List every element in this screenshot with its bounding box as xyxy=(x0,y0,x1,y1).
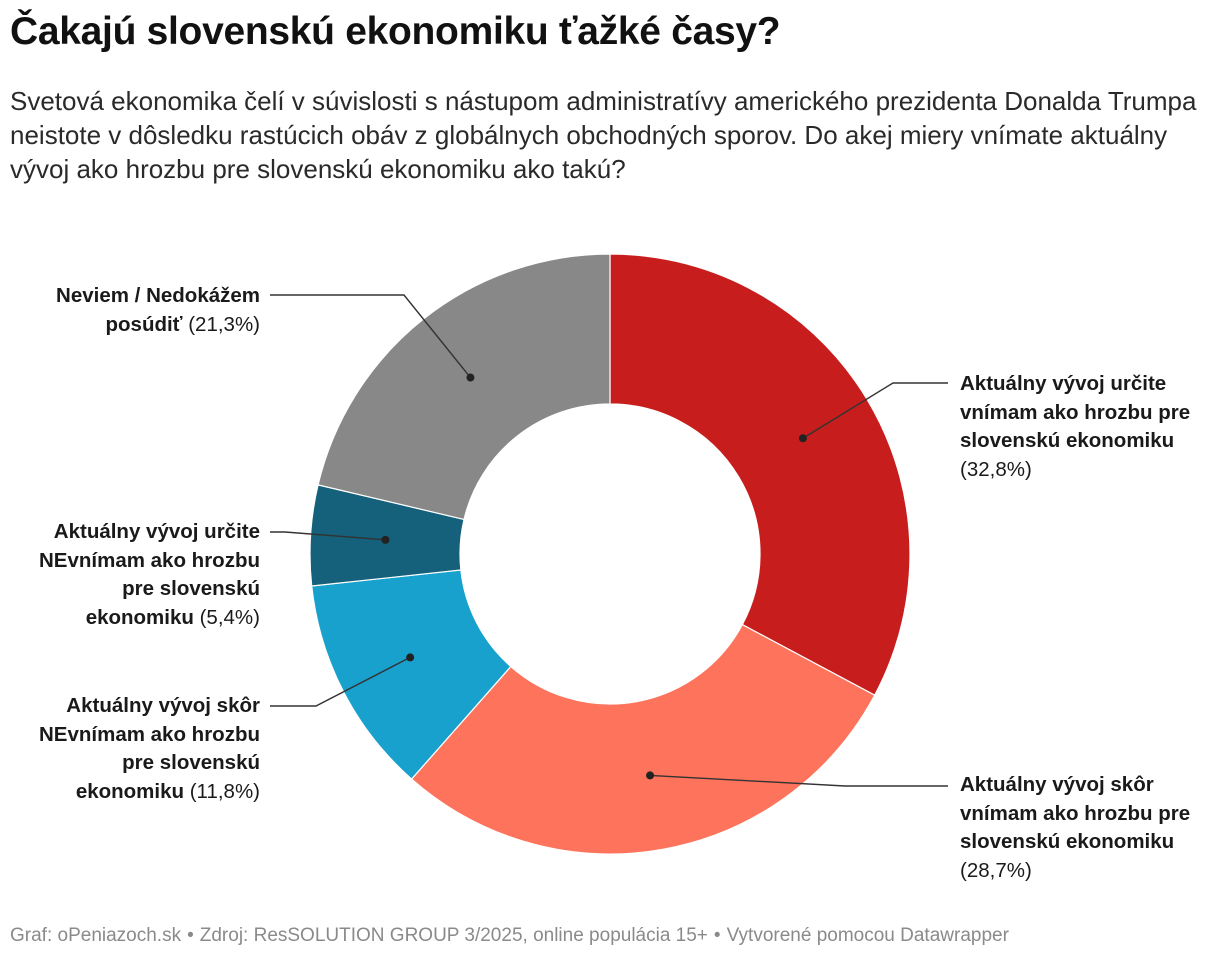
leader-dot-5 xyxy=(466,373,475,382)
footer-tool: Vytvorené pomocou Datawrapper xyxy=(726,925,1009,946)
footer-credit: Graf: oPeniazoch.sk xyxy=(10,925,182,946)
leader-line-1 xyxy=(802,382,948,439)
donut-slice-5 xyxy=(317,253,611,521)
leader-dot-1 xyxy=(798,434,807,443)
slice-label-1-name: Aktuálny vývoj určite vnímam ako hrozbu … xyxy=(960,372,1191,452)
chart-title: Čakajú slovenskú ekonomiku ťažké časy? xyxy=(10,10,781,53)
slice-label-2: Aktuálny vývoj skôr vnímam ako hrozbu pr… xyxy=(960,771,1200,885)
footer-source: Zdroj: ResSOLUTION GROUP 3/2025, online … xyxy=(199,925,708,946)
leader-line-2 xyxy=(650,774,948,787)
slice-label-5: Neviem / Nedokážem posúdiť (21,3%) xyxy=(10,282,260,339)
slice-label-3-name: Aktuálny vývoj skôr NEvnímam ako hrozbu … xyxy=(39,694,260,803)
donut-slice-1 xyxy=(609,253,911,697)
slice-label-3-value: (11,8%) xyxy=(189,779,260,803)
slice-label-1-value: (32,8%) xyxy=(960,457,1032,481)
slice-label-5-name: Neviem / Nedokážem posúdiť xyxy=(56,284,260,336)
slice-label-4-value: (5,4%) xyxy=(199,605,260,629)
slice-label-5-value: (21,3%) xyxy=(188,312,260,336)
donut-slice-3 xyxy=(311,569,512,780)
leader-line-4 xyxy=(270,531,386,541)
slice-label-3: Aktuálny vývoj skôr NEvnímam ako hrozbu … xyxy=(10,692,260,806)
leader-line-3 xyxy=(270,656,411,707)
footer-separator-2: • xyxy=(713,925,721,946)
footer-separator-1: • xyxy=(187,925,194,946)
slice-label-4: Aktuálny vývoj určite NEvnímam ako hrozb… xyxy=(10,518,260,632)
donut-slice-2 xyxy=(410,623,876,855)
slice-label-4-name: Aktuálny vývoj určite NEvnímam ako hrozb… xyxy=(39,520,260,629)
leader-line-5 xyxy=(270,294,471,378)
leader-dot-2 xyxy=(646,771,655,780)
slice-label-1: Aktuálny vývoj určite vnímam ako hrozbu … xyxy=(960,370,1200,484)
chart-subtitle: Svetová ekonomika čelí v súvislosti s ná… xyxy=(10,86,1197,184)
leader-dot-4 xyxy=(381,535,390,544)
leader-dot-3 xyxy=(406,653,415,662)
slice-label-2-value: (28,7%) xyxy=(960,858,1032,882)
slice-label-2-name: Aktuálny vývoj skôr vnímam ako hrozbu pr… xyxy=(960,773,1191,853)
chart-footer: Graf: oPeniazoch.sk • Zdroj: ResSOLUTION G… xyxy=(10,925,1009,947)
